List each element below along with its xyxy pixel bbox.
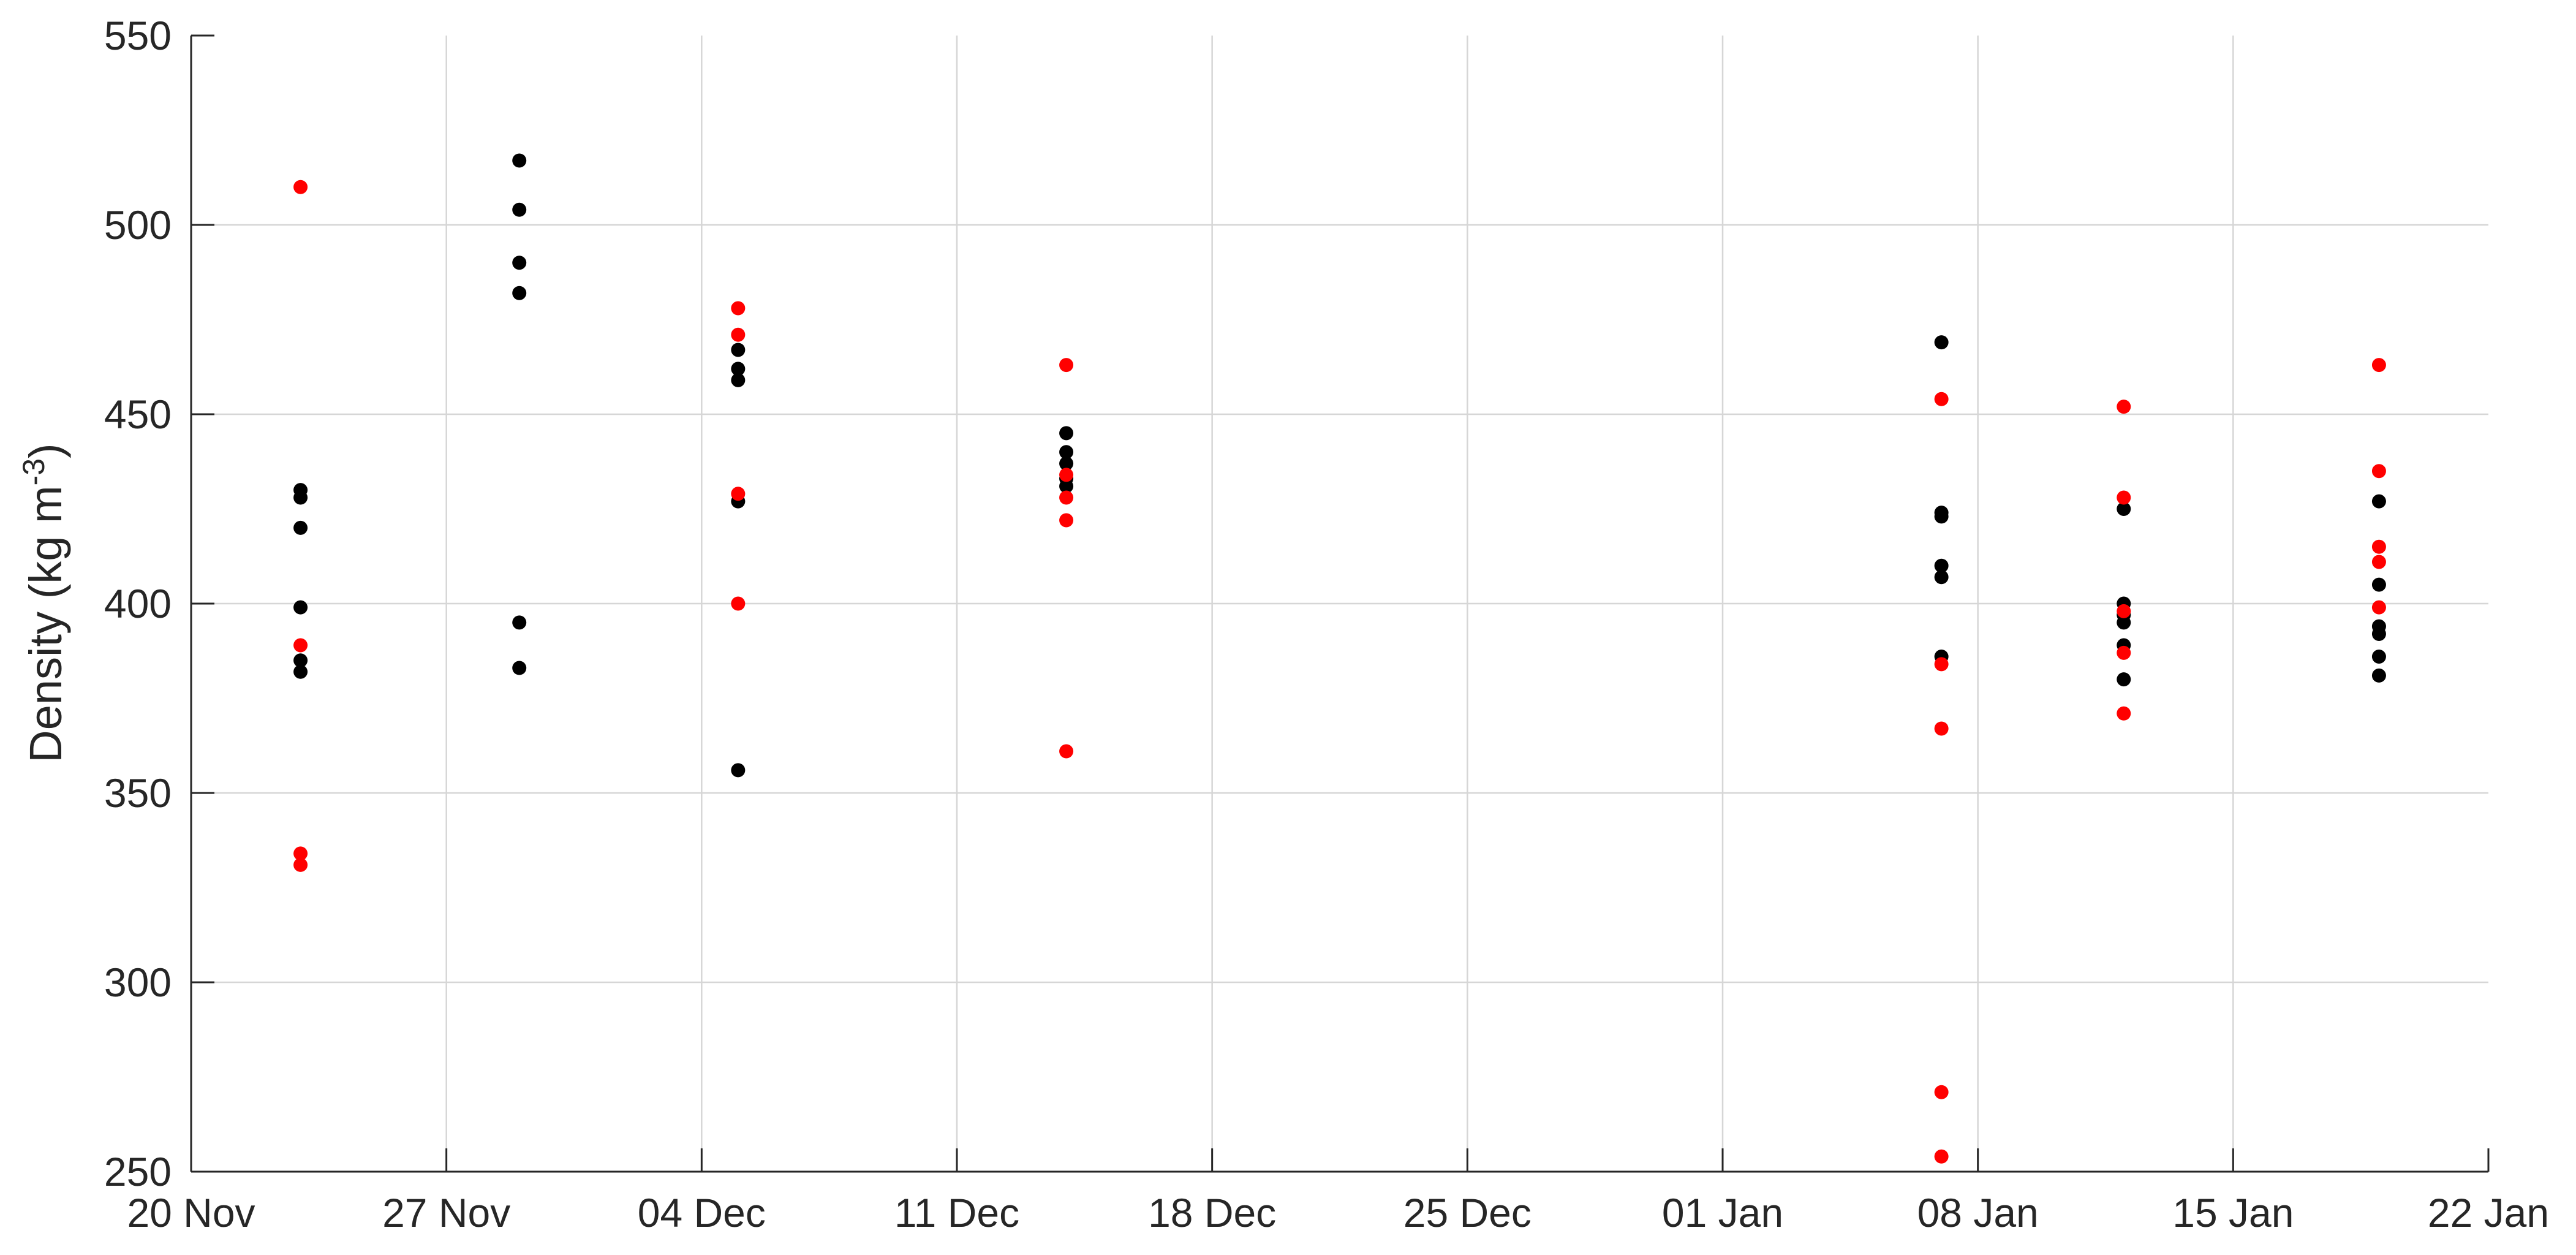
data-point-series-1 [2117,672,2131,687]
data-point-series-1 [512,661,527,675]
y-tick-label: 450 [104,392,172,437]
data-point-series-1 [2117,615,2131,630]
data-point-series-1 [1059,479,1074,493]
data-point-series-2 [1934,1149,1949,1164]
data-point-series-1 [2371,577,2386,592]
data-point-series-1 [731,373,746,387]
data-point-series-1 [2371,668,2386,683]
data-point-series-2 [1934,1085,1949,1099]
x-tick-label: 25 Dec [1403,1190,1532,1235]
data-point-series-2 [1934,657,1949,672]
data-point-series-2 [293,846,308,861]
x-tick-label: 18 Dec [1148,1190,1276,1235]
data-point-series-2 [2371,600,2386,615]
data-point-series-2 [731,596,746,611]
x-tick-label: 27 Nov [382,1190,510,1235]
x-tick-label: 01 Jan [1662,1190,1783,1235]
data-point-series-1 [731,343,746,357]
x-tick-label: 22 Jan [2428,1190,2549,1235]
data-point-series-2 [1059,468,1074,482]
data-point-series-1 [731,763,746,778]
data-point-series-2 [2117,490,2131,505]
x-tick-label: 15 Jan [2172,1190,2294,1235]
data-point-series-1 [2117,502,2131,516]
data-point-series-1 [1934,509,1949,524]
axes [190,34,2490,1173]
y-tick-label: 550 [104,13,172,58]
y-axis-title-superscript: -3 [17,458,51,485]
data-point-series-2 [1059,513,1074,528]
data-point-series-2 [2117,400,2131,414]
data-point-series-1 [1934,558,1949,573]
data-point-series-2 [1934,721,1949,736]
data-point-series-1 [2371,650,2386,664]
data-point-series-1 [1059,445,1074,460]
data-point-series-1 [293,520,308,535]
data-point-series-1 [512,256,527,270]
data-point-series-2 [293,857,308,872]
x-tick-label: 04 Dec [638,1190,766,1235]
data-point-series-1 [1059,426,1074,441]
data-point-series-1 [293,600,308,615]
data-point-series-2 [731,327,746,342]
data-point-series-1 [1934,570,1949,585]
data-point-series-2 [2117,604,2131,618]
data-point-series-2 [731,487,746,501]
data-point-series-1 [512,202,527,217]
data-point-series-2 [1934,392,1949,406]
data-point-series-2 [293,180,308,194]
x-tick-label: 20 Nov [127,1190,255,1235]
data-point-series-2 [2371,539,2386,554]
data-point-series-2 [2371,555,2386,569]
data-point-series-1 [512,286,527,300]
data-point-series-2 [2371,358,2386,373]
data-point-series-1 [293,664,308,679]
y-tick-label: 400 [104,581,172,626]
data-point-series-2 [1059,490,1074,505]
data-point-series-1 [293,653,308,668]
data-point-series-1 [1934,335,1949,350]
y-tick-label: 300 [104,960,172,1005]
y-axis-title-text: Density (kg m [20,485,71,762]
y-axis-title: Density (kg m-3) [17,443,71,762]
y-tick-label: 350 [104,770,172,816]
y-axis-title-suffix: ) [20,443,71,458]
x-tick-label: 11 Dec [894,1190,1019,1235]
data-point-series-2 [293,638,308,653]
data-point-series-2 [2117,706,2131,721]
y-tick-label: 250 [104,1149,172,1194]
data-point-series-2 [2117,645,2131,660]
data-point-series-1 [293,490,308,505]
data-points [293,153,2386,1164]
data-point-series-2 [2371,464,2386,479]
grid [191,36,2488,1172]
data-point-series-2 [1059,358,1074,373]
data-point-series-1 [512,153,527,168]
tick-labels: 250 300 350 400 450 500 550 20 Nov 27 Nov 04 Dec 1… [104,13,2549,1235]
data-point-series-1 [2371,626,2386,641]
data-point-series-1 [512,615,527,630]
data-point-series-2 [1059,744,1074,759]
y-tick-label: 500 [104,202,172,248]
x-tick-label: 08 Jan [1917,1190,2039,1235]
data-point-series-1 [1059,456,1074,471]
data-point-series-1 [2371,494,2386,509]
data-point-series-1 [731,362,746,376]
data-point-series-2 [731,301,746,316]
